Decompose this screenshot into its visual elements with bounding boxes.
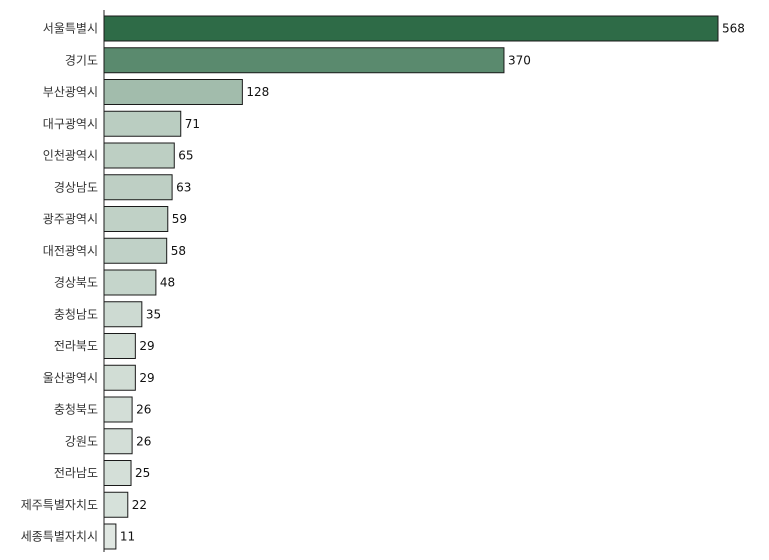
value-label-16: 11 — [120, 530, 135, 544]
value-label-12: 26 — [136, 403, 151, 417]
bar-16 — [103, 523, 117, 550]
bar-12 — [103, 396, 133, 423]
value-label-0: 568 — [722, 22, 745, 36]
value-label-14: 25 — [135, 466, 150, 480]
bar-11 — [103, 364, 136, 391]
category-label-3: 대구광역시 — [43, 117, 98, 131]
category-label-2: 부산광역시 — [43, 85, 98, 99]
value-label-6: 59 — [172, 212, 187, 226]
value-label-2: 128 — [246, 85, 269, 99]
bar-7 — [103, 237, 168, 264]
value-label-4: 65 — [178, 149, 193, 163]
bar-1 — [103, 47, 505, 74]
category-label-11: 울산광역시 — [43, 371, 98, 385]
value-label-5: 63 — [176, 180, 191, 194]
value-label-15: 22 — [132, 498, 147, 512]
bar-14 — [103, 460, 132, 486]
category-labels: 서울특별시경기도부산광역시대구광역시인천광역시경상남도광주광역시대전광역시경상북… — [21, 22, 98, 544]
bar-5 — [103, 174, 173, 201]
category-label-6: 광주광역시 — [43, 212, 98, 226]
bar-0 — [103, 15, 719, 42]
value-label-1: 370 — [508, 53, 531, 67]
value-label-8: 48 — [160, 276, 175, 290]
bar-2 — [103, 79, 243, 105]
bar-10 — [103, 333, 136, 359]
bar-8 — [103, 269, 157, 296]
category-label-5: 경상남도 — [54, 180, 98, 194]
category-label-8: 경상북도 — [54, 276, 98, 290]
category-label-0: 서울특별시 — [43, 22, 98, 36]
category-label-10: 전라북도 — [54, 339, 98, 353]
category-label-12: 충청북도 — [54, 403, 98, 417]
bar-13 — [103, 428, 133, 455]
category-label-13: 강원도 — [65, 434, 98, 448]
category-label-4: 인천광역시 — [43, 148, 98, 163]
category-label-7: 대전광역시 — [43, 244, 98, 258]
bar-6 — [103, 206, 169, 232]
value-label-11: 29 — [139, 371, 154, 385]
category-label-1: 경기도 — [65, 53, 98, 67]
value-label-7: 58 — [171, 244, 186, 258]
bar-4 — [103, 142, 175, 169]
bar-9 — [103, 301, 143, 328]
category-label-16: 세종특별자치시 — [21, 530, 98, 544]
category-label-9: 충청남도 — [54, 307, 98, 321]
value-label-13: 26 — [136, 434, 151, 448]
value-label-3: 71 — [185, 117, 200, 131]
bar-3 — [103, 110, 182, 137]
category-label-14: 전라남도 — [54, 466, 98, 480]
category-label-15: 제주특별자치도 — [21, 498, 98, 512]
bars-group — [103, 15, 719, 550]
value-label-10: 29 — [139, 339, 154, 353]
value-label-9: 35 — [146, 307, 161, 321]
value-labels: 568 370 128 71 65 63 59 58 48 35 29 29 26 26 25 22 11 — [120, 22, 745, 544]
bar-15 — [103, 491, 129, 518]
